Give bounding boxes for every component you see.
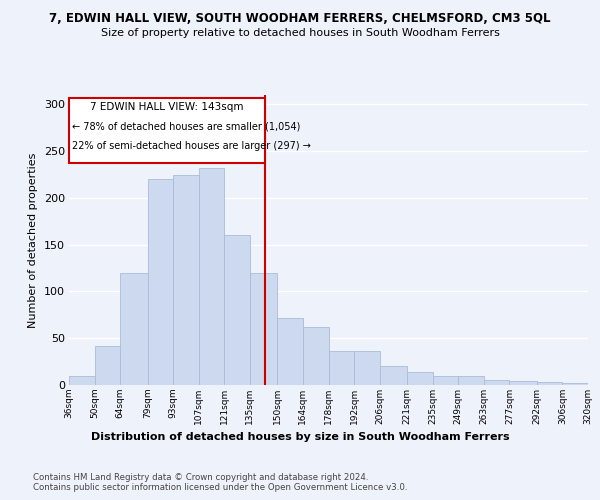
- Text: 7, EDWIN HALL VIEW, SOUTH WOODHAM FERRERS, CHELMSFORD, CM3 5QL: 7, EDWIN HALL VIEW, SOUTH WOODHAM FERRER…: [49, 12, 551, 26]
- Text: ← 78% of detached houses are smaller (1,054): ← 78% of detached houses are smaller (1,…: [72, 121, 300, 131]
- Text: 7 EDWIN HALL VIEW: 143sqm: 7 EDWIN HALL VIEW: 143sqm: [90, 102, 244, 113]
- Bar: [95, 346, 120, 385]
- Text: Distribution of detached houses by size in South Woodham Ferrers: Distribution of detached houses by size …: [91, 432, 509, 442]
- Bar: [277, 318, 303, 385]
- Bar: [250, 272, 277, 385]
- Bar: [329, 352, 354, 385]
- Bar: [69, 98, 265, 164]
- Bar: [537, 382, 562, 385]
- Bar: [458, 376, 484, 385]
- Bar: [69, 376, 95, 385]
- Bar: [224, 236, 250, 385]
- Bar: [148, 179, 173, 385]
- Text: Size of property relative to detached houses in South Woodham Ferrers: Size of property relative to detached ho…: [101, 28, 499, 38]
- Text: 22% of semi-detached houses are larger (297) →: 22% of semi-detached houses are larger (…: [72, 140, 311, 150]
- Bar: [199, 168, 224, 385]
- Bar: [303, 327, 329, 385]
- Bar: [120, 272, 148, 385]
- Bar: [173, 174, 199, 385]
- Text: Contains HM Land Registry data © Crown copyright and database right 2024.: Contains HM Land Registry data © Crown c…: [33, 472, 368, 482]
- Bar: [509, 382, 537, 385]
- Text: Contains public sector information licensed under the Open Government Licence v3: Contains public sector information licen…: [33, 484, 407, 492]
- Bar: [562, 383, 588, 385]
- Y-axis label: Number of detached properties: Number of detached properties: [28, 152, 38, 328]
- Bar: [380, 366, 407, 385]
- Bar: [433, 376, 458, 385]
- Bar: [407, 372, 433, 385]
- Bar: [484, 380, 509, 385]
- Bar: [354, 352, 380, 385]
